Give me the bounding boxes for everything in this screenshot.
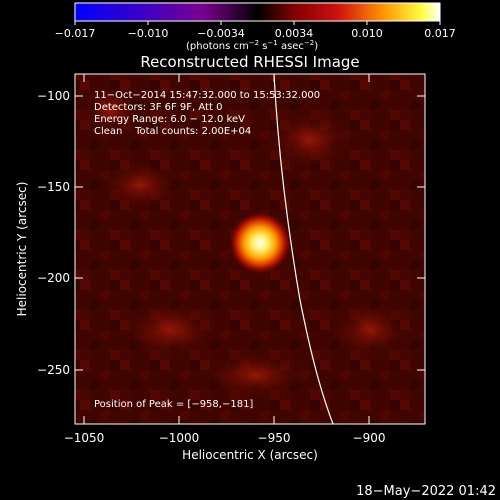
info-energy-range: Energy Range: 6.0 − 12.0 keV (94, 114, 245, 125)
y-axis-label: Heliocentric Y (arcsec) (15, 182, 29, 317)
colorbar-tick: −0.0034 (197, 27, 245, 40)
peak-position-label: Position of Peak = [−958,−181] (94, 399, 253, 410)
colorbar-tick: −0.017 (55, 27, 96, 40)
y-tick-label: −100 (37, 89, 70, 103)
y-tick-label: −150 (37, 180, 70, 194)
info-method-counts: Clean Total counts: 2.00E+04 (94, 126, 251, 137)
colorbar-tick: 0.010 (351, 27, 383, 40)
x-tick-label: −900 (353, 431, 386, 445)
colorbar-gradient (74, 2, 441, 22)
x-tick-label: −950 (258, 431, 291, 445)
x-axis-label: Heliocentric X (arcsec) (182, 448, 318, 462)
plot-title: Reconstructed RHESSI Image (140, 53, 359, 71)
info-time-range: 11−Oct−2014 15:47:32.000 to 15:53:32.000 (94, 90, 320, 101)
colorbar-units: (photons cm−2 s−1 asec−2) (186, 39, 318, 52)
axis-ticks (75, 74, 425, 424)
x-tick-label: −1050 (64, 431, 105, 445)
colorbar-tick: 0.017 (424, 27, 456, 40)
colorbar-tick: 0.0034 (275, 27, 314, 40)
x-tick-label: −1000 (159, 431, 200, 445)
solar-limb (273, 74, 334, 424)
plot-frame (74, 73, 426, 425)
info-detectors: Detectors: 3F 6F 9F, Att 0 (94, 102, 222, 113)
rhessi-image (75, 74, 425, 424)
flare-source (228, 211, 292, 275)
footer-timestamp: 18−May−2022 01:42 (356, 484, 496, 499)
colorbar-tick: −0.010 (128, 27, 169, 40)
y-tick-label: −250 (37, 363, 70, 377)
colorbar: −0.017 −0.010 −0.0034 0.0034 0.010 0.017… (55, 2, 456, 52)
y-tick-label: −200 (37, 271, 70, 285)
